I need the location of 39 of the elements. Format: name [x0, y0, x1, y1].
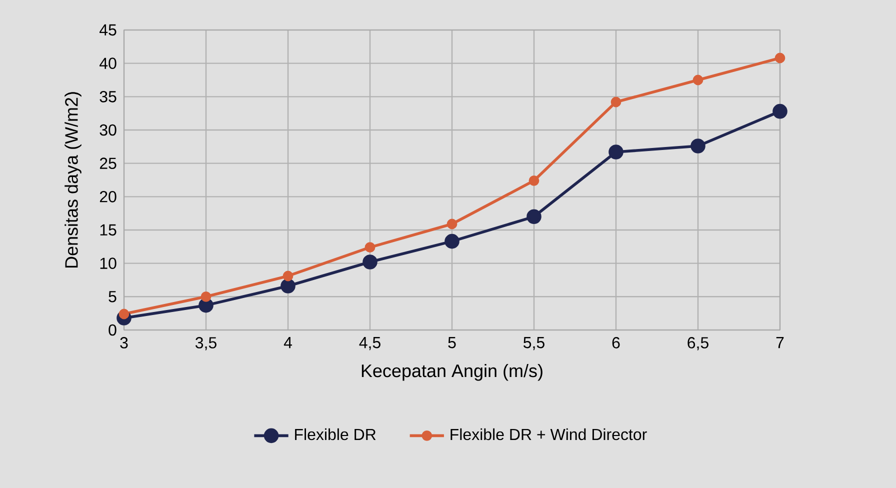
x-tick-label: 5,5 [524, 337, 544, 350]
point [690, 138, 706, 154]
x-tick-label: 3,5 [195, 337, 216, 350]
point [774, 52, 786, 64]
legend-label: Flexible DR [295, 428, 376, 440]
point [446, 218, 458, 230]
y-tick-label: 45 [100, 24, 116, 36]
y-tick-label: 15 [100, 224, 116, 236]
point [528, 175, 540, 186]
x-tick-label: 3 [120, 337, 128, 348]
point [608, 144, 624, 160]
point [280, 278, 296, 294]
y-tick-label: 40 [100, 58, 116, 69]
y-tick-label: 0 [108, 324, 116, 336]
y-tick-label: 35 [100, 91, 116, 102]
y-tick-label: 10 [100, 258, 116, 269]
x-tick-label: 6 [612, 337, 620, 348]
y-tick-label: 5 [108, 291, 116, 302]
x-axis-title: Kecepatan Angin (m/s) [362, 364, 542, 381]
y-tick-label: 30 [100, 124, 116, 136]
point [526, 209, 542, 224]
y-axis-title: Densitas daya (W/m2) [64, 92, 82, 268]
point [200, 291, 212, 302]
y-tick-label: 25 [100, 158, 116, 169]
point [610, 96, 622, 108]
point [362, 254, 378, 270]
point [198, 298, 214, 313]
x-tick-label: 7 [776, 337, 784, 348]
legend-label: Flexible DR + Wind Director [450, 428, 647, 440]
point [364, 242, 376, 253]
point [282, 270, 294, 282]
x-tick-label: 6,5 [688, 337, 708, 350]
point [444, 234, 460, 249]
x-tick-label: 4,5 [359, 337, 380, 350]
y-tick-label: 20 [100, 191, 116, 202]
x-tick-label: 5 [448, 337, 456, 348]
x-tick-label: 4 [284, 337, 292, 348]
point [692, 74, 704, 86]
point [772, 104, 788, 119]
